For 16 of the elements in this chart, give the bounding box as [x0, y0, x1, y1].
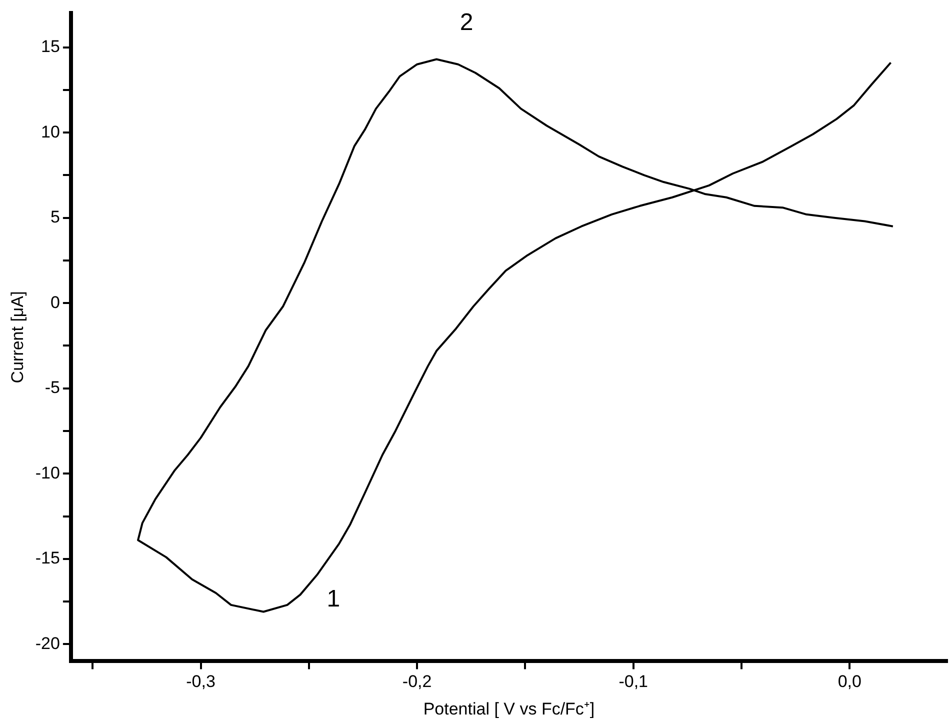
x-tick-label: 0,0 [838, 672, 862, 692]
y-axis-title: Current [μA] [8, 291, 27, 384]
y-tick-label: 5 [50, 208, 60, 227]
x-axis-title: Potential [ V vs Fc/Fc⁺] [423, 699, 595, 718]
y-tick-label: -20 [35, 634, 60, 653]
annotation: 1 [326, 585, 340, 612]
y-tick-label: 0 [50, 292, 60, 312]
y-tick-label: 10 [41, 122, 60, 142]
y-tick-label: -15 [35, 548, 60, 568]
y-tick-label: -5 [44, 378, 60, 398]
y-tick-label: -10 [35, 463, 60, 482]
x-tick-label: -0,3 [186, 672, 216, 692]
annotation: 2 [460, 8, 474, 36]
y-tick-label: 15 [41, 36, 60, 56]
x-tick-label: -0,2 [402, 672, 432, 692]
x-tick-label: -0,1 [618, 672, 648, 692]
